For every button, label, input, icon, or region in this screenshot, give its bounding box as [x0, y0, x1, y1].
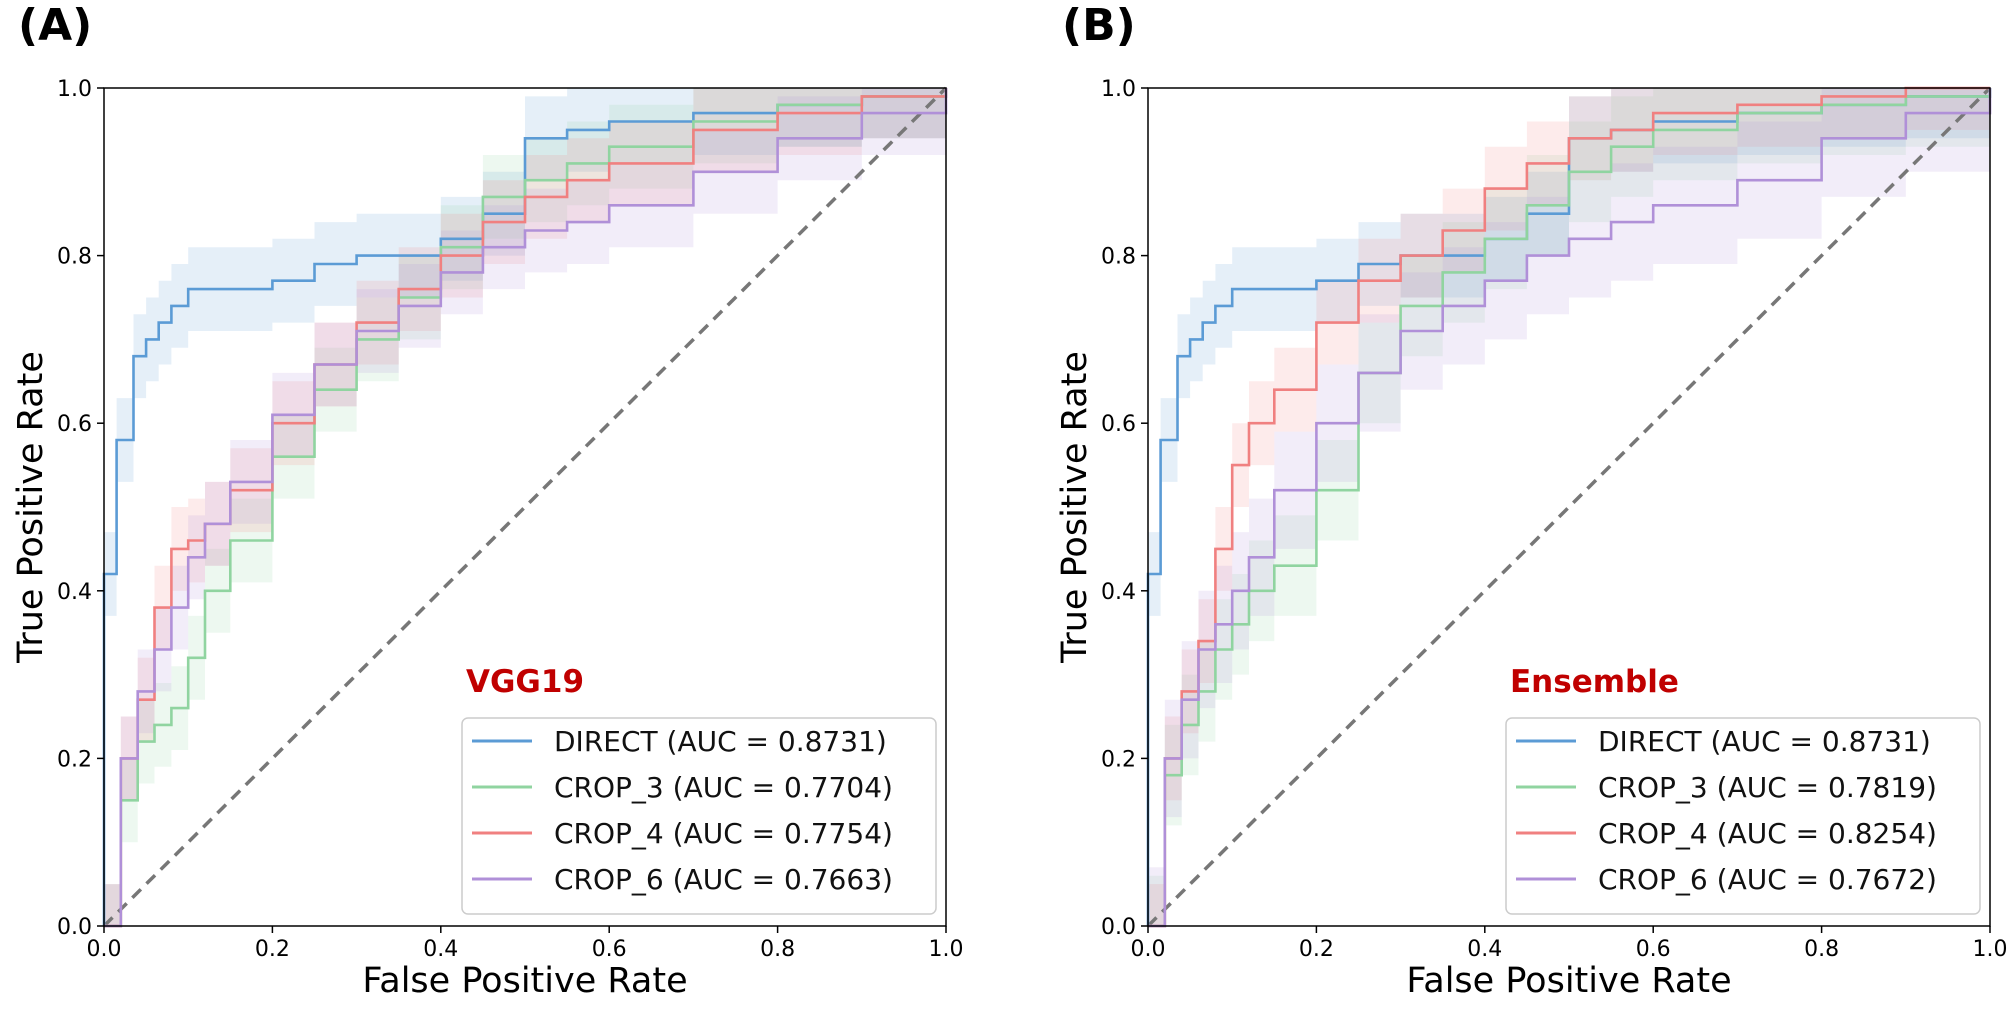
y-tick-label: 0.4 [1101, 580, 1136, 605]
legend-box [461, 717, 937, 915]
legend-box [1505, 717, 1981, 915]
y-tick-label: 0.8 [1101, 245, 1136, 270]
roc-curve-crop-4 [104, 88, 948, 928]
panel-label: (A) [18, 0, 92, 51]
x-tick-label: 0.0 [87, 937, 122, 962]
x-axis-title: False Positive Rate [1406, 961, 1731, 1001]
legend-label-direct: DIRECT (AUC = 0.8731) [554, 725, 887, 758]
x-tick-label: 0.2 [255, 937, 290, 962]
y-axis-ticks: 0.0 0.2 0.4 0.6 0.8 1.0 [1101, 77, 1148, 940]
panel-label: (B) [1062, 0, 1136, 51]
y-tick-label: 1.0 [1101, 77, 1136, 102]
chance-diagonal-line [102, 86, 948, 928]
roc-curve-crop-4 [1148, 86, 1990, 928]
legend-label-crop-3: CROP_3 (AUC = 0.7819) [1598, 771, 1937, 804]
roc-curves [1146, 86, 1992, 928]
legend-label-crop-3: CROP_3 (AUC = 0.7704) [554, 771, 893, 804]
x-tick-label: 0.0 [1131, 937, 1166, 962]
y-tick-label: 0.4 [57, 580, 92, 605]
plot-frame [103, 87, 947, 927]
roc-curve-direct [102, 88, 948, 926]
roc-curve-crop-3 [1148, 88, 1992, 928]
legend-label-direct: DIRECT (AUC = 0.8731) [1598, 725, 1931, 758]
legend-label-crop-4: CROP_4 (AUC = 0.8254) [1598, 817, 1937, 850]
chance-diagonal-line [1146, 86, 1992, 928]
y-axis-ticks: 0.0 0.2 0.4 0.6 0.8 1.0 [57, 77, 104, 940]
roc-curve-crop-6 [1148, 88, 1992, 928]
x-axis-title: False Positive Rate [362, 961, 687, 1001]
legend-label-crop-6: CROP_6 (AUC = 0.7663) [554, 863, 893, 896]
legend-label-crop-4: CROP_4 (AUC = 0.7754) [554, 817, 893, 850]
x-tick-label: 0.4 [423, 937, 458, 962]
y-tick-label: 0.0 [57, 915, 92, 940]
x-tick-label: 0.6 [592, 937, 627, 962]
x-axis-ticks: 0.0 0.2 0.4 0.6 0.8 1.0 [1131, 926, 2008, 962]
y-axis-title: True Positive Rate [11, 351, 51, 664]
x-tick-label: 0.8 [760, 937, 795, 962]
y-tick-label: 0.2 [57, 747, 92, 772]
x-tick-label: 0.8 [1804, 937, 1839, 962]
y-tick-label: 0.6 [57, 412, 92, 437]
x-tick-label: 1.0 [1973, 937, 2008, 962]
x-tick-label: 1.0 [929, 937, 964, 962]
y-tick-label: 1.0 [57, 77, 92, 102]
y-tick-label: 0.6 [1101, 412, 1136, 437]
plot-frame [1147, 87, 1991, 927]
roc-curves [102, 88, 948, 928]
y-tick-label: 0.2 [1101, 747, 1136, 772]
x-tick-label: 0.4 [1467, 937, 1502, 962]
panel-a: (A) 0.0 0.2 0.4 0.6 0.8 1.0 0.0 0.2 0.4 0.6 0.8 1.… [11, 0, 964, 1001]
y-tick-label: 0.8 [57, 245, 92, 270]
x-tick-label: 0.6 [1636, 937, 1671, 962]
y-tick-label: 0.0 [1101, 915, 1136, 940]
y-axis-title: True Positive Rate [1055, 351, 1095, 664]
x-axis-ticks: 0.0 0.2 0.4 0.6 0.8 1.0 [87, 926, 964, 962]
x-tick-label: 0.2 [1299, 937, 1334, 962]
panel-b: (B) 0.0 0.2 0.4 0.6 0.8 1.0 0.0 0.2 0.4 0.6 0.8 1.… [1055, 0, 2008, 1001]
legend: DIRECT (AUC = 0.8731) CROP_3 (AUC = 0.78… [1505, 717, 1981, 915]
legend-label-crop-6: CROP_6 (AUC = 0.7672) [1598, 863, 1937, 896]
roc-curve-crop-6 [104, 88, 948, 928]
legend: DIRECT (AUC = 0.8731) CROP_3 (AUC = 0.77… [461, 717, 937, 915]
ci-band-direct [104, 88, 946, 926]
model-name-label: Ensemble [1510, 664, 1679, 700]
model-name-label: VGG19 [466, 664, 584, 700]
